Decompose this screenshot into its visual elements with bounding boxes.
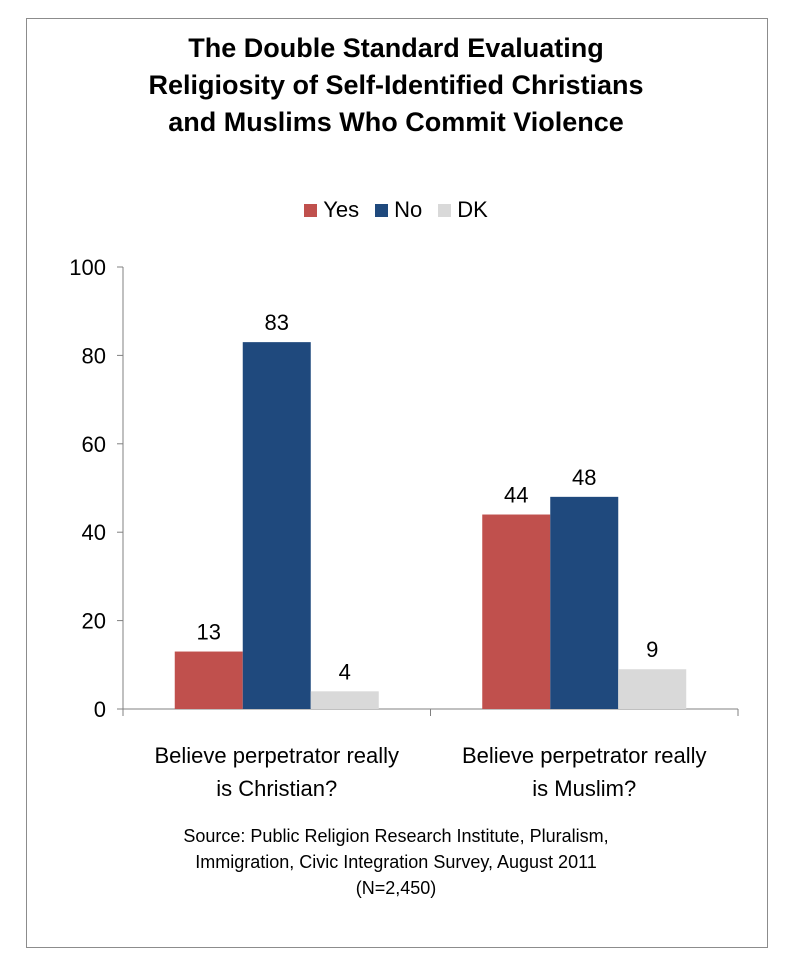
y-tick-label: 60 (82, 432, 106, 457)
data-label: 44 (504, 483, 528, 508)
y-tick-label: 0 (94, 697, 106, 722)
chart-title: The Double Standard Evaluating Religiosi… (0, 30, 792, 141)
data-label: 13 (197, 620, 221, 645)
bar-dk-1 (310, 691, 379, 709)
chart-title-line-2: Religiosity of Self-Identified Christian… (148, 70, 644, 100)
bar-yes-1 (174, 651, 243, 709)
data-label: 48 (572, 465, 596, 490)
legend-swatch-yes (304, 203, 318, 217)
category-label: Believe perpetrator really (154, 743, 399, 768)
source-line-2: Immigration, Civic Integration Survey, A… (195, 852, 597, 872)
chart-frame (26, 18, 768, 948)
legend-swatch-dk (438, 203, 452, 217)
legend-item-yes: Yes (304, 197, 359, 223)
bar-no-2 (550, 496, 619, 709)
y-tick-label: 100 (69, 255, 106, 280)
y-tick-label: 40 (82, 520, 106, 545)
source-note: Source: Public Religion Research Institu… (0, 823, 792, 901)
source-line-1: Source: Public Religion Research Institu… (183, 826, 609, 846)
bar-no-1 (242, 342, 311, 709)
legend-item-no: No (375, 197, 422, 223)
bar-dk-2 (618, 669, 687, 709)
legend-label-dk: DK (457, 197, 488, 222)
legend-item-dk: DK (438, 197, 488, 223)
chart-title-line-3: and Muslims Who Commit Violence (168, 107, 624, 137)
source-line-3: (N=2,450) (355, 878, 437, 898)
chart-legend: Yes No DK (0, 197, 792, 223)
category-label: is Christian? (216, 776, 337, 801)
y-tick-label: 80 (82, 343, 106, 368)
legend-label-yes: Yes (323, 197, 360, 222)
legend-label-no: No (394, 197, 423, 222)
legend-swatch-no (375, 203, 389, 217)
data-label: 4 (339, 659, 351, 684)
category-label: is Muslim? (532, 776, 636, 801)
data-label: 83 (265, 310, 289, 335)
category-label: Believe perpetrator really (462, 743, 707, 768)
y-tick-label: 20 (82, 609, 106, 634)
data-label: 9 (646, 637, 658, 662)
chart-title-line-1: The Double Standard Evaluating (188, 33, 604, 63)
bar-yes-2 (482, 514, 551, 709)
